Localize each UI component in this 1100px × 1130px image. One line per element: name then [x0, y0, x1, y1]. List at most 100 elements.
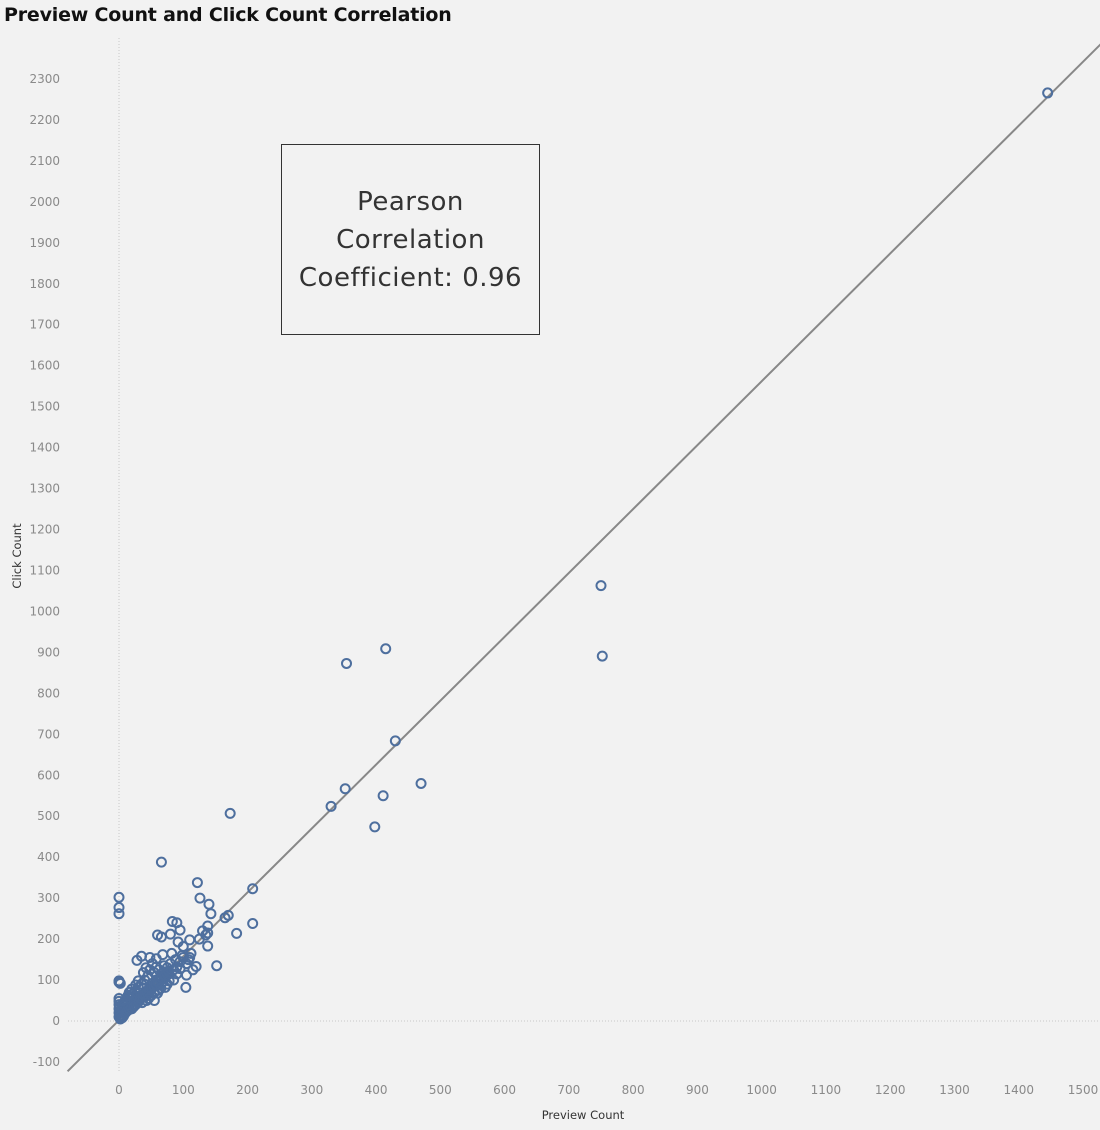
data-point — [325, 800, 337, 812]
data-point — [150, 961, 162, 973]
data-point — [144, 952, 156, 964]
data-point — [113, 891, 125, 903]
y-tick-label: 1700 — [29, 318, 60, 332]
y-tick-label: 100 — [37, 973, 60, 987]
data-point — [377, 790, 389, 802]
data-point — [159, 981, 171, 993]
y-tick-label: 0 — [52, 1014, 60, 1028]
y-tick-label: 800 — [37, 686, 60, 700]
data-point — [389, 735, 401, 747]
y-tick-label: 900 — [37, 645, 60, 659]
x-tick-label: 900 — [686, 1083, 709, 1097]
y-tick-label: 1400 — [29, 441, 60, 455]
y-tick-label: 700 — [37, 727, 60, 741]
data-point — [202, 940, 214, 952]
x-tick-label: 600 — [493, 1083, 516, 1097]
data-point — [187, 964, 199, 976]
y-tick-label: 600 — [37, 768, 60, 782]
data-points — [113, 87, 1054, 1025]
correlation-value: 0.96 — [462, 262, 523, 293]
data-point — [168, 974, 180, 986]
data-point — [184, 934, 196, 946]
y-tick-label: 1100 — [29, 563, 60, 577]
x-tick-label: 1400 — [1003, 1083, 1034, 1097]
data-point — [380, 643, 392, 655]
x-tick-label: 700 — [557, 1083, 580, 1097]
x-tick-label: 1000 — [746, 1083, 777, 1097]
x-tick-label: 1500 — [1068, 1083, 1099, 1097]
data-point — [164, 928, 176, 940]
y-tick-label: 2300 — [29, 72, 60, 86]
data-point — [595, 580, 607, 592]
data-point — [231, 927, 243, 939]
data-point — [596, 650, 608, 662]
y-tick-label: 300 — [37, 891, 60, 905]
y-tick-label: 1500 — [29, 400, 60, 414]
annotation-line-1: Pearson — [357, 186, 464, 217]
data-point — [211, 960, 223, 972]
data-point — [200, 929, 212, 941]
x-tick-label: 300 — [300, 1083, 323, 1097]
data-point — [131, 954, 143, 966]
data-point — [205, 908, 217, 920]
data-point — [113, 902, 125, 914]
x-axis-title: Preview Count — [542, 1108, 625, 1122]
annotation-line-2: Correlation — [336, 224, 485, 255]
data-point — [155, 982, 167, 994]
data-point — [174, 963, 186, 975]
y-tick-label: -100 — [33, 1055, 60, 1069]
data-point — [180, 981, 192, 993]
y-tick-label: 1800 — [29, 277, 60, 291]
data-point — [247, 918, 259, 930]
data-point — [137, 967, 149, 979]
data-point — [185, 947, 197, 959]
data-point — [166, 915, 178, 927]
zero-lines — [68, 38, 1100, 1072]
data-point — [369, 821, 381, 833]
annotation-line-3: Coefficient: 0.96 — [299, 259, 522, 297]
data-point — [194, 892, 206, 904]
data-point — [114, 977, 126, 989]
data-point — [224, 807, 236, 819]
y-tick-label: 500 — [37, 809, 60, 823]
x-tick-label: 0 — [115, 1083, 123, 1097]
trend-line-group — [66, 43, 1100, 1073]
y-tick-label: 2100 — [29, 154, 60, 168]
y-tick-label: 1900 — [29, 236, 60, 250]
y-axis-title: Click Count — [10, 523, 24, 589]
x-tick-label: 1300 — [939, 1083, 970, 1097]
y-axis: -100 0 100 200 300 400 500 600 700 800 900 1000 1100… — [29, 72, 60, 1069]
data-point — [113, 976, 125, 988]
data-point — [113, 908, 125, 920]
data-point — [202, 927, 214, 939]
data-point — [155, 856, 167, 868]
y-tick-label: 400 — [37, 850, 60, 864]
y-tick-label: 1000 — [29, 604, 60, 618]
data-point — [122, 990, 134, 1002]
data-point — [247, 883, 259, 895]
data-point — [174, 924, 186, 936]
data-point — [158, 960, 170, 972]
y-tick-label: 2200 — [29, 113, 60, 127]
y-tick-label: 2000 — [29, 195, 60, 209]
data-point — [339, 783, 351, 795]
data-point — [143, 992, 155, 1004]
data-point — [182, 954, 194, 966]
y-tick-label: 1600 — [29, 359, 60, 373]
x-tick-label: 800 — [622, 1083, 645, 1097]
data-point — [203, 898, 215, 910]
annotation-prefix: Coefficient: — [298, 262, 463, 293]
x-tick-label: 1100 — [811, 1083, 842, 1097]
y-tick-label: 200 — [37, 932, 60, 946]
data-point — [191, 877, 203, 889]
x-tick-label: 200 — [236, 1083, 259, 1097]
x-tick-label: 1200 — [875, 1083, 906, 1097]
x-axis: 0 100 200 300 400 500 600 700 800 900 1000 1100 1200… — [115, 1083, 1098, 1097]
data-point — [415, 777, 427, 789]
correlation-annotation: Pearson Correlation Coefficient: 0.96 — [281, 144, 540, 335]
y-tick-label: 1300 — [29, 482, 60, 496]
data-point — [219, 912, 231, 924]
data-point — [1042, 87, 1054, 99]
